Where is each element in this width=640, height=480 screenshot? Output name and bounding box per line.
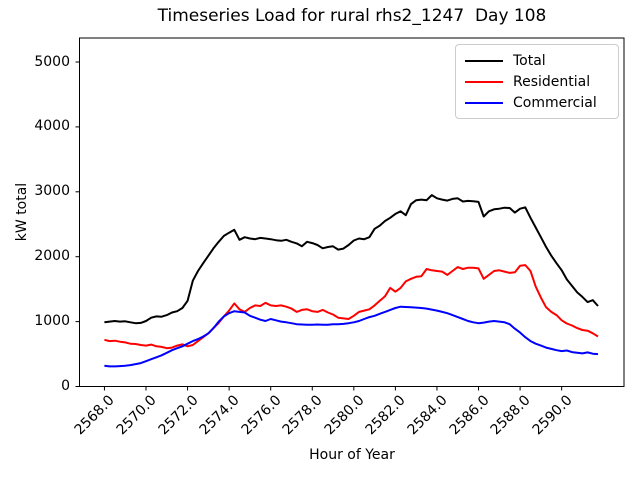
series-total-line bbox=[104, 194, 599, 325]
legend-item-residential: Residential bbox=[465, 71, 618, 92]
ytick-label: 5000 bbox=[34, 53, 70, 70]
legend-item-total: Total bbox=[465, 50, 618, 71]
ytick-label: 0 bbox=[61, 378, 70, 394]
legend-label-commercial: Commercial bbox=[513, 94, 597, 111]
legend-label-residential: Residential bbox=[513, 73, 591, 90]
ytick-label: 3000 bbox=[34, 183, 70, 200]
legend-label-total: Total bbox=[513, 52, 546, 69]
legend-item-commercial: Commercial bbox=[465, 92, 618, 113]
legend: Total Residential Commercial bbox=[455, 44, 619, 119]
residential-line-sample-icon bbox=[465, 80, 503, 83]
plot-border bbox=[79, 37, 625, 387]
commercial-line-sample-icon bbox=[465, 101, 503, 104]
total-line-sample-icon bbox=[465, 59, 503, 62]
x-axis-label: Hour of Year bbox=[309, 447, 395, 463]
ytick-label: 1000 bbox=[34, 313, 70, 330]
chart-title: Timeseries Load for rural rhs2_1247 Day … bbox=[157, 6, 547, 26]
series-residential-line bbox=[104, 264, 599, 350]
ytick-label: 4000 bbox=[34, 118, 70, 135]
tick-marks bbox=[75, 61, 563, 391]
ytick-label: 2000 bbox=[34, 248, 70, 265]
series-commercial-line bbox=[104, 305, 599, 368]
